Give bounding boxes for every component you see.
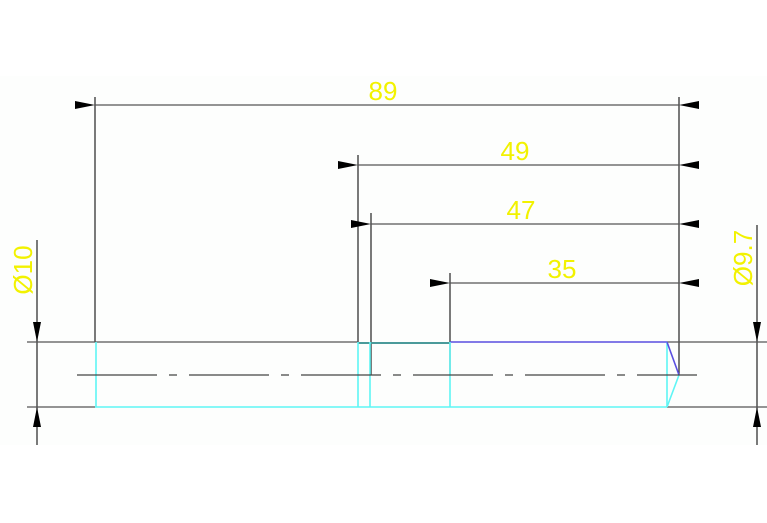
dim-text-47: 47 — [507, 195, 536, 225]
dim-text-49: 49 — [501, 136, 530, 166]
dim-text-35: 35 — [548, 254, 577, 284]
drawing-area — [0, 76, 767, 445]
chamfer-line — [666, 341, 680, 376]
dim-text-diameter-right: Ø9.7 — [728, 230, 758, 286]
diameter-arrows — [33, 322, 761, 427]
dim-text-diameter-left: Ø10 — [8, 245, 38, 294]
dim-text-89: 89 — [369, 76, 398, 106]
